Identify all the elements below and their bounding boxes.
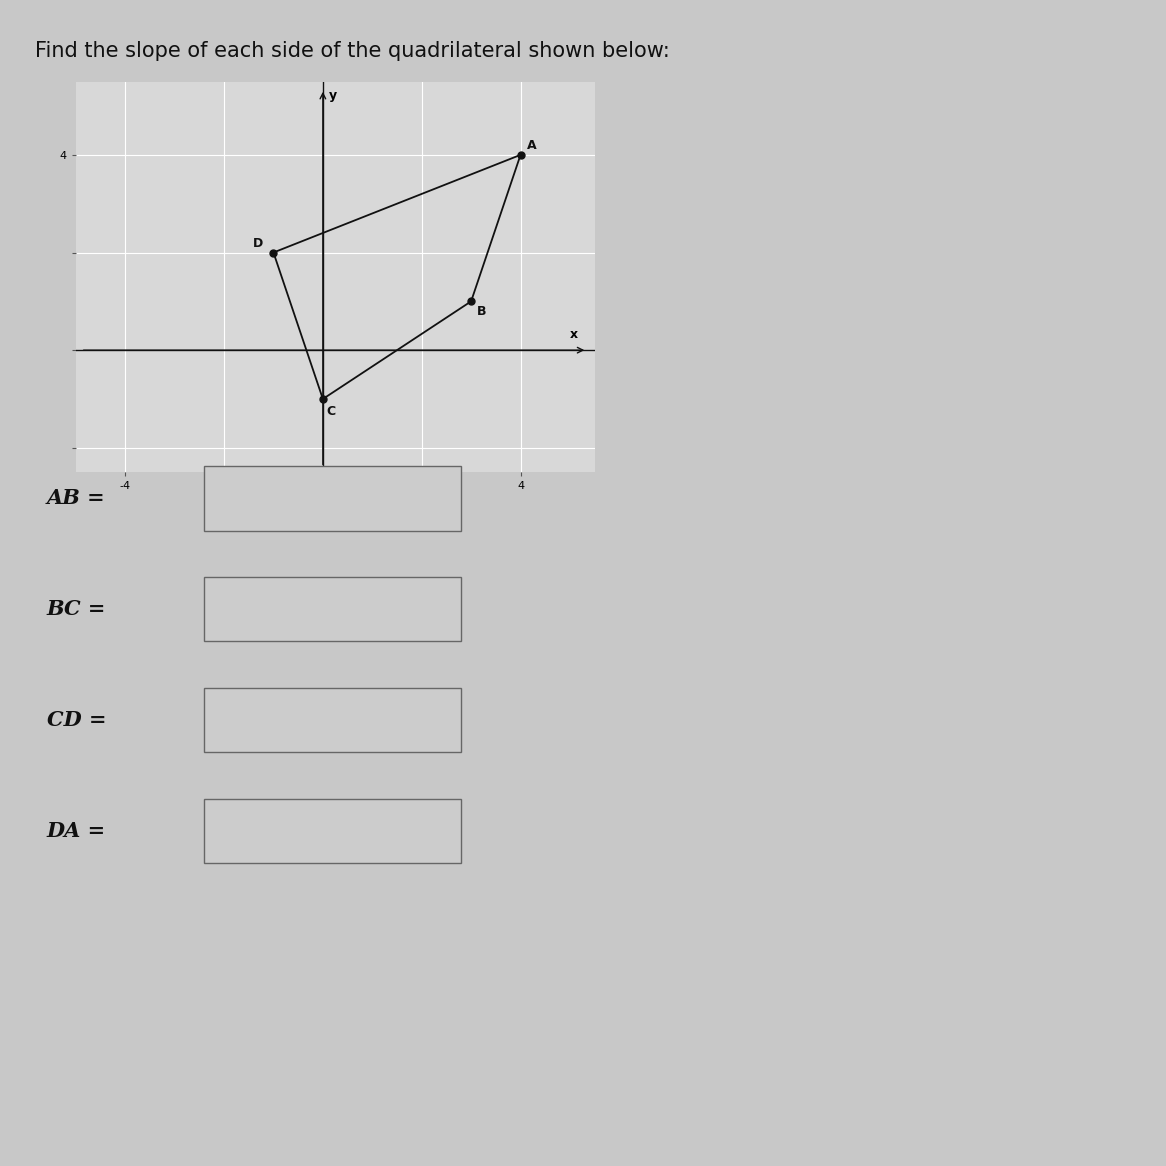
Text: C: C (326, 405, 336, 417)
Text: B: B (477, 305, 486, 318)
Text: Find the slope of each side of the quadrilateral shown below:: Find the slope of each side of the quadr… (35, 41, 669, 61)
Text: A: A (527, 139, 536, 152)
Text: BC =: BC = (47, 599, 106, 619)
Text: x: x (570, 328, 578, 340)
Text: DA =: DA = (47, 821, 106, 841)
Text: y: y (329, 89, 337, 101)
Text: AB =: AB = (47, 489, 105, 508)
Text: D: D (253, 237, 264, 250)
Text: CD =: CD = (47, 710, 106, 730)
